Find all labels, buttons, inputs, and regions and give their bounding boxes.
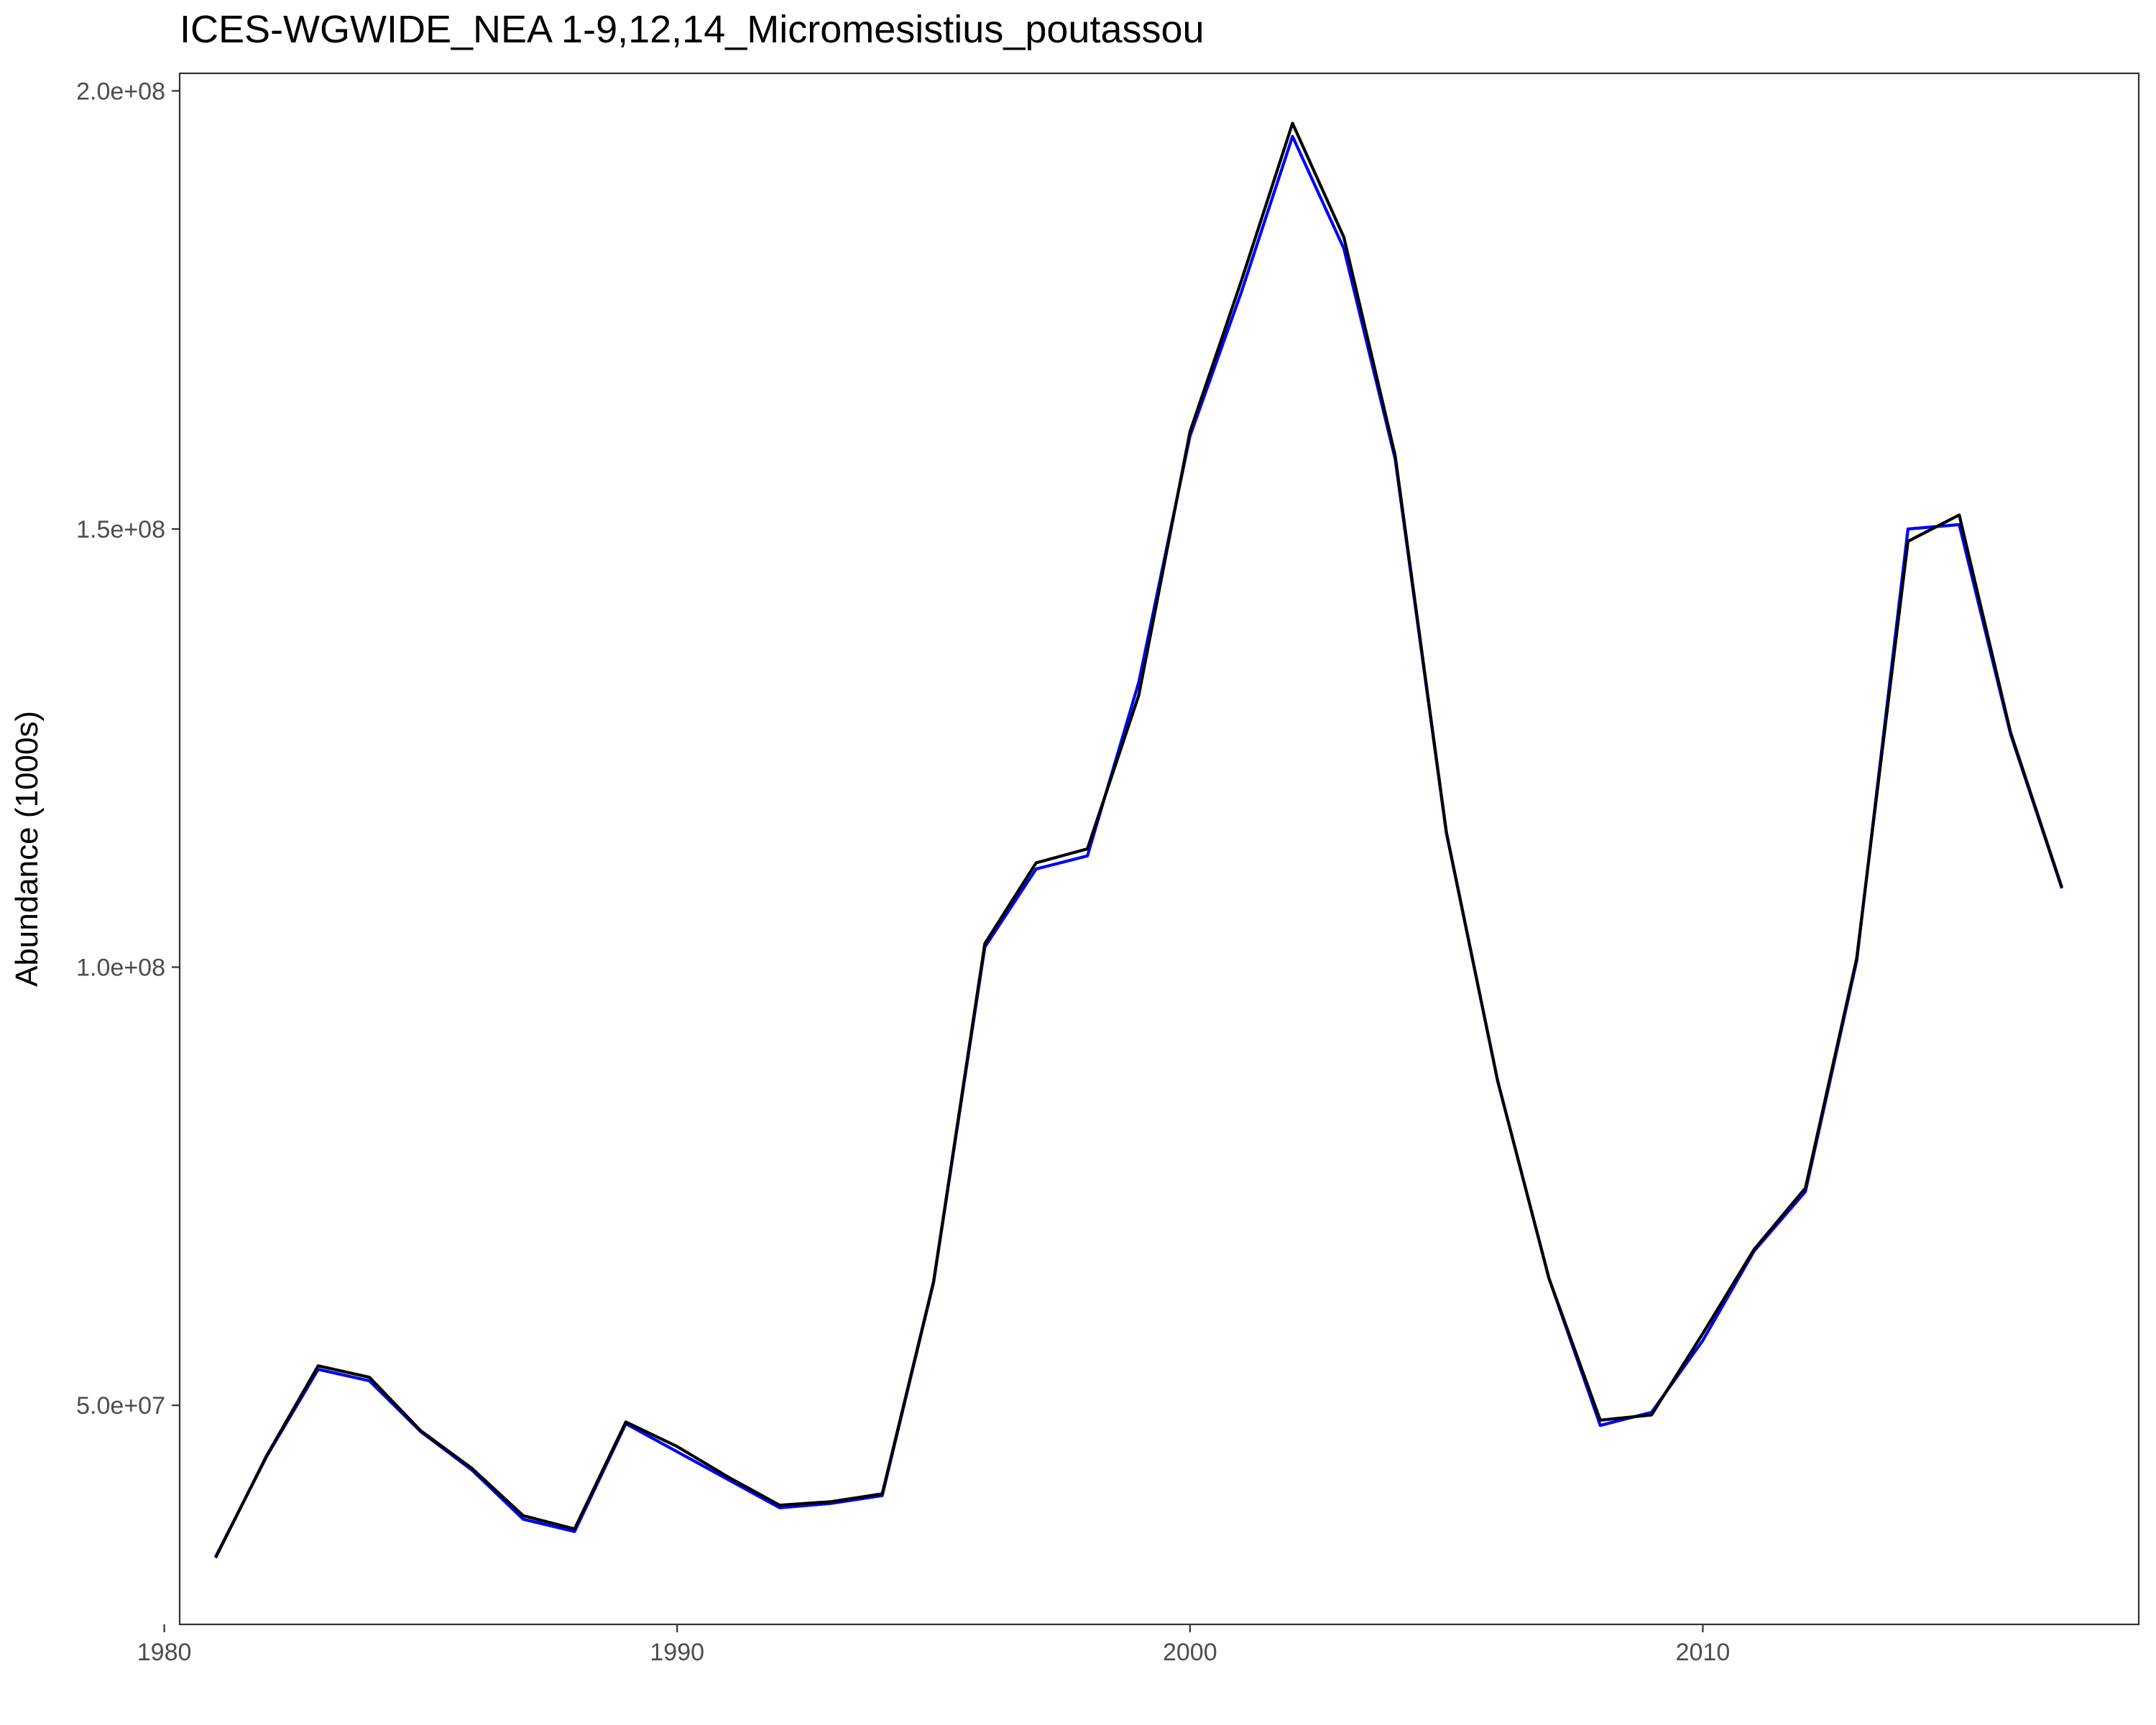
y-tick-label: 1.0e+08 [76,954,165,982]
series-layer [214,121,2063,1559]
plot-panel [178,72,2140,1626]
series-line-2 [214,121,2063,1559]
x-tick-label: 1980 [137,1639,192,1666]
x-tick-label: 1990 [650,1639,704,1666]
y-axis-title: Abundance (1000s) [9,711,45,987]
chart-title: ICES-WGWIDE_NEA 1-9,12,14_Micromesistius… [180,8,1204,51]
x-tick-label: 2000 [1163,1639,1217,1666]
y-tick-label: 1.5e+08 [76,516,165,543]
y-tick-label: 2.0e+08 [76,78,165,105]
x-tick-label: 2010 [1676,1639,1731,1666]
axis-ticks: 1980 1990 2000 2010 5.0e+07 1.0e+08 1.5e+08 2.0… [76,78,1730,1666]
y-tick-label: 5.0e+07 [76,1392,165,1420]
